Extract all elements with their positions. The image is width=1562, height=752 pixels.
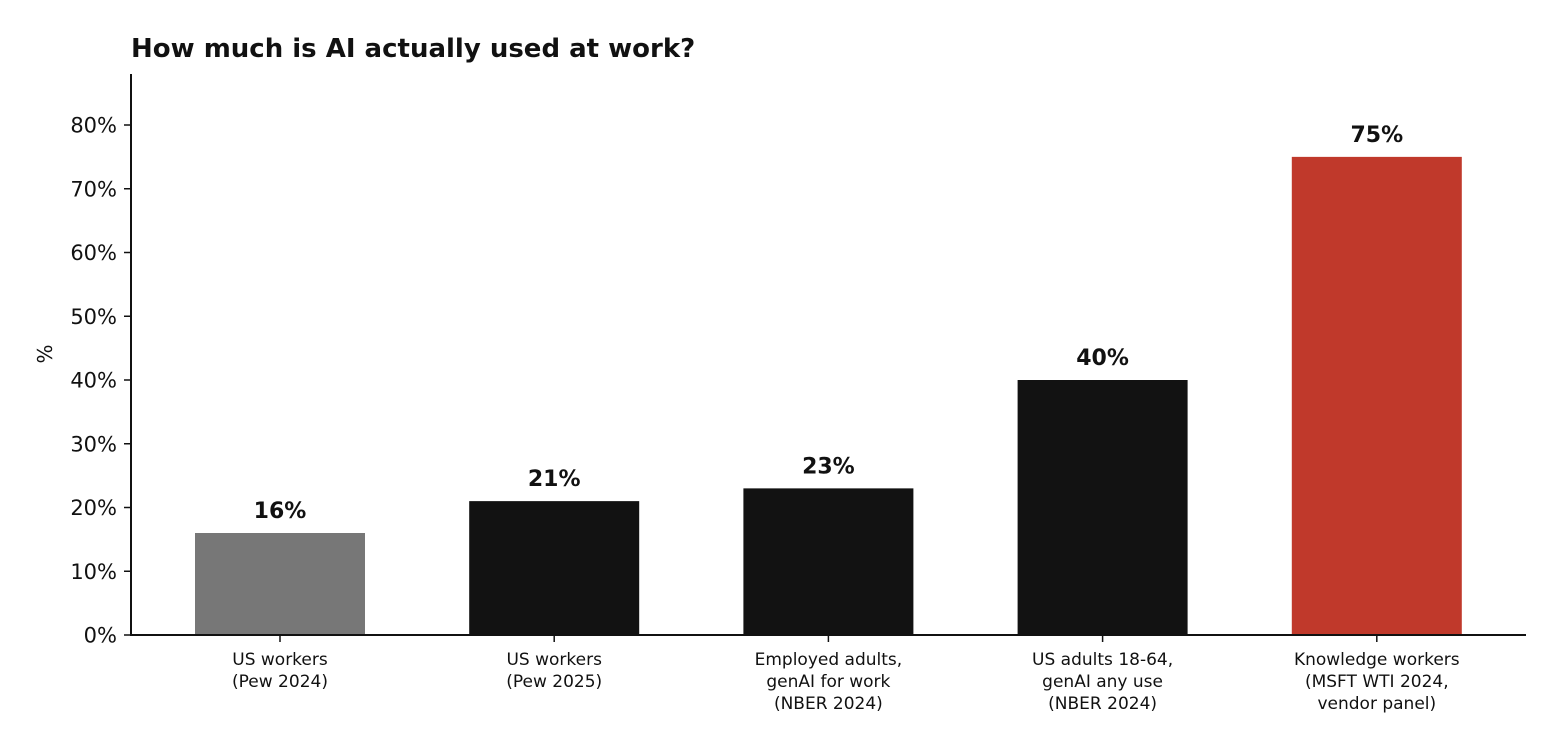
bar: [469, 501, 640, 635]
x-tick-label: US adults 18-64, genAI any use (NBER 2024): [1032, 650, 1173, 714]
bar: [1017, 380, 1188, 635]
y-tick-label: 80%: [70, 114, 117, 138]
x-tick-label: US workers (Pew 2024): [232, 650, 328, 692]
x-tick-label-line: vendor panel): [1317, 694, 1436, 714]
bar-value-label: 75%: [1350, 123, 1403, 148]
y-axis-ticks: 0% 10% 20% 30% 40% 50% 60% 70% 80%: [70, 114, 131, 648]
y-tick-label: 40%: [70, 369, 117, 393]
x-tick-label-line: (MSFT WTI 2024,: [1305, 672, 1449, 692]
y-axis-label: %: [33, 344, 57, 363]
bar-value-label: 23%: [802, 454, 855, 479]
x-tick-label-line: (NBER 2024): [1048, 694, 1157, 714]
y-tick-label: 20%: [70, 496, 117, 520]
x-tick-label-line: (Pew 2025): [506, 672, 602, 692]
data-labels: 16% 21% 23% 40% 75%: [254, 123, 1403, 524]
x-tick-label-line: Employed adults,: [755, 650, 903, 670]
x-tick-label-line: US workers: [506, 650, 602, 670]
y-tick-label: 60%: [70, 241, 117, 265]
x-tick-label-line: genAI for work: [766, 672, 890, 692]
chart-title: How much is AI actually used at work?: [131, 34, 696, 64]
y-tick-label: 0%: [84, 624, 117, 648]
x-tick-label: Knowledge workers (MSFT WTI 2024, vendor p…: [1294, 650, 1460, 714]
bars: [195, 156, 1462, 635]
x-tick-label-line: US workers: [232, 650, 328, 670]
y-tick-label: 10%: [70, 560, 117, 584]
y-tick-label: 70%: [70, 177, 117, 201]
x-tick-label-line: (Pew 2024): [232, 672, 328, 692]
bar-value-label: 40%: [1076, 346, 1129, 371]
bar-value-label: 21%: [528, 467, 581, 492]
bar: [743, 488, 914, 635]
x-tick-label-line: Knowledge workers: [1294, 650, 1460, 670]
bar: [1291, 156, 1462, 635]
x-axis-tick-labels: US workers (Pew 2024)US workers (Pew 2025)…: [232, 635, 1460, 714]
x-tick-label-line: genAI any use: [1042, 672, 1163, 692]
y-tick-label: 30%: [70, 432, 117, 456]
x-tick-label-line: (NBER 2024): [774, 694, 883, 714]
x-tick-label: Employed adults, genAI for work (NBER 2024…: [755, 650, 903, 714]
bar-value-label: 16%: [254, 499, 307, 524]
y-tick-label: 50%: [70, 305, 117, 329]
bar: [195, 533, 365, 635]
x-tick-label-line: US adults 18-64,: [1032, 650, 1173, 670]
x-tick-label: US workers (Pew 2025): [506, 650, 602, 692]
